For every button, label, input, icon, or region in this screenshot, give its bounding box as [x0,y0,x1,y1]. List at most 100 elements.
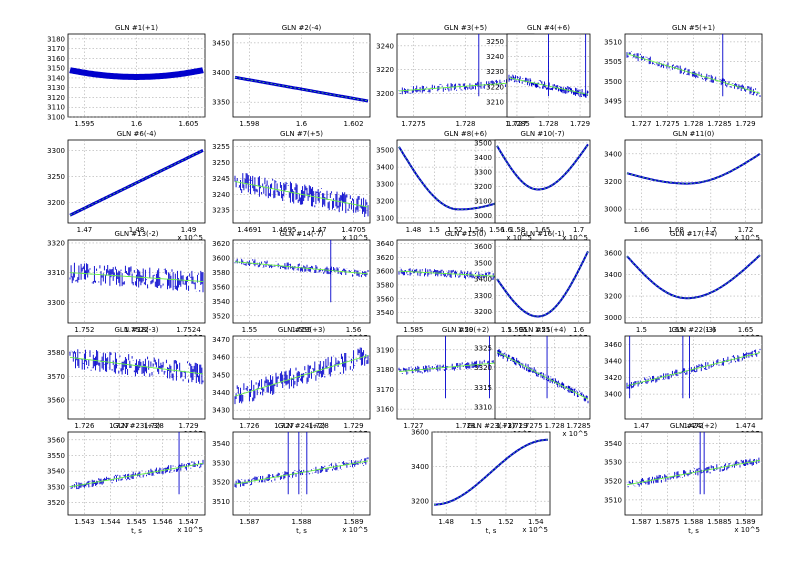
y-tick-label: 3200 [474,183,492,191]
subplot-7: 3235 3240 3245 3250 3255 1.4691 1.4695 1.47 1.47… [212,130,371,242]
x-tick-label: 1.47 [77,226,93,234]
y-tick-label: 3580 [212,269,230,277]
subplot-title: GLN #19(+3) [278,326,326,334]
subplot-title: GLN #6(-4) [117,130,157,138]
y-tick-label: 3200 [376,90,394,98]
fit-line [496,144,589,190]
y-tick-label: 3540 [604,440,622,448]
x-tick-label: 1.595 [508,326,528,334]
x-tick-label: 1.5875 [655,518,680,526]
x-tick-label: 1.55 [668,326,684,334]
subplot-24: 3510 3520 3530 3540 1.587 1.5875 1.588 1.5885 1.… [604,422,763,535]
y-tick-label: 3400 [474,276,492,284]
fit-line [234,181,369,208]
x-tick-label: 1.6 [573,326,585,334]
subplot-12: 3520 3540 3560 3580 3600 3620 1.55 1.555 1.56 GLN… [212,230,371,342]
y-tick-label: 3190 [376,346,394,354]
fit-line [496,251,589,317]
subplot-title: GLN #5(+1) [672,24,715,32]
series-line [69,349,204,385]
y-tick-label: 3450 [212,39,230,47]
x-exponent-label: x 10^5 [734,526,760,534]
subplot-17: 3430 3440 3450 3460 3470 1.726 1.727 1.728 1.729… [212,326,371,438]
x-tick-label: 1.49 [181,226,197,234]
subplot-9: 3000 3100 3200 3300 3400 3500 1.6 1.65 1.7 GLN #1… [474,130,591,242]
y-tick-label: 3400 [411,463,429,471]
y-tick-label: 3220 [486,83,504,91]
y-tick-label: 3600 [474,243,492,251]
subplot-title: GLN #16(-1) [521,230,565,238]
subplot-title: GLN #17(+4) [670,230,718,238]
fit-line [626,352,761,387]
y-tick-label: 3230 [486,68,504,76]
x-tick-label: 1.545 [126,518,146,526]
plot-area [67,431,206,516]
y-tick-label: 3620 [212,240,230,248]
plot-area [67,335,206,420]
x-tick-label: 1.602 [344,120,364,128]
x-tick-label: 1.729 [508,422,528,430]
x-axis-label: t, s [131,527,142,535]
subplot-title: GLN #18(-3) [115,326,159,334]
y-tick-label: 3200 [47,199,65,207]
subplot-title: GLN #10(-7) [521,130,565,138]
y-tick-label: 3560 [47,397,65,405]
series-group [69,432,204,495]
y-tick-label: 3350 [212,99,230,107]
fit-line [626,53,761,94]
x-tick-label: 1.56 [489,226,505,234]
subplot-4: 3210 3220 3230 3240 3250 1.727 1.728 1.729 GLN #… [486,24,591,128]
y-tick-label: 3200 [474,308,492,316]
y-tick-label: 3430 [212,407,230,415]
subplot-6: 3200 3250 3300 1.47 1.48 1.49 GLN #6(-4) x 10^5 [47,130,206,242]
x-tick-label: 1.589 [736,518,756,526]
fit-line [496,351,589,400]
subplot-title: GLN #15(0) [445,230,487,238]
series-group [626,34,761,97]
y-tick-label: 3210 [486,98,504,106]
y-tick-label: 3300 [47,147,65,155]
series-line [434,438,548,506]
subplot-11: 3300 3310 3320 1.752 1.7522 1.7524 GLN #13(-2)… [47,230,206,342]
subplot-title: GLN #14(-7) [280,230,324,238]
y-tick-label: 3640 [376,240,394,248]
series-group [626,336,761,399]
x-tick-label: 1.585 [403,326,423,334]
y-tick-label: 3140 [47,74,65,82]
x-tick-label: 1.472 [683,422,703,430]
y-tick-label: 3520 [604,478,622,486]
x-tick-label: 1.6 [705,326,717,334]
y-tick-label: 3560 [212,283,230,291]
y-tick-label: 3325 [474,344,492,352]
y-tick-label: 3540 [212,440,230,448]
y-tick-label: 3580 [376,281,394,289]
y-tick-label: 3400 [474,154,492,162]
x-tick-label: 1.727 [274,422,294,430]
x-tick-label: 1.587 [239,518,259,526]
subplot-title: GLN #1(+1) [115,24,158,32]
x-tick-label: 1.7285 [505,120,530,128]
y-tick-label: 3530 [604,459,622,467]
x-tick-label: 1.605 [179,120,199,128]
y-tick-label: 3510 [604,496,622,504]
y-tick-label: 3400 [604,271,622,279]
fit-line [398,146,533,210]
series-group [234,240,369,303]
fit-line [234,354,369,397]
subplot-title: GLN #8(+6) [444,130,487,138]
subplot-title: GLN #3(+5) [444,24,487,32]
y-tick-label: 3000 [604,314,622,322]
y-tick-label: 3000 [474,212,492,220]
y-tick-label: 3250 [212,159,230,167]
y-tick-label: 3450 [212,371,230,379]
fit-line [626,459,761,486]
x-tick-label: 1.728 [455,120,475,128]
y-tick-label: 3250 [47,173,65,181]
y-tick-label: 3440 [604,357,622,365]
subplot-title: GLN #24(+2) [278,422,326,430]
subplot-title: GLN #23(+3) [467,422,515,430]
y-tick-label: 3245 [212,175,230,183]
x-tick-label: 1.6 [501,226,513,234]
subplot-title: GLN #21(+4) [519,326,567,334]
series-group [626,432,761,495]
